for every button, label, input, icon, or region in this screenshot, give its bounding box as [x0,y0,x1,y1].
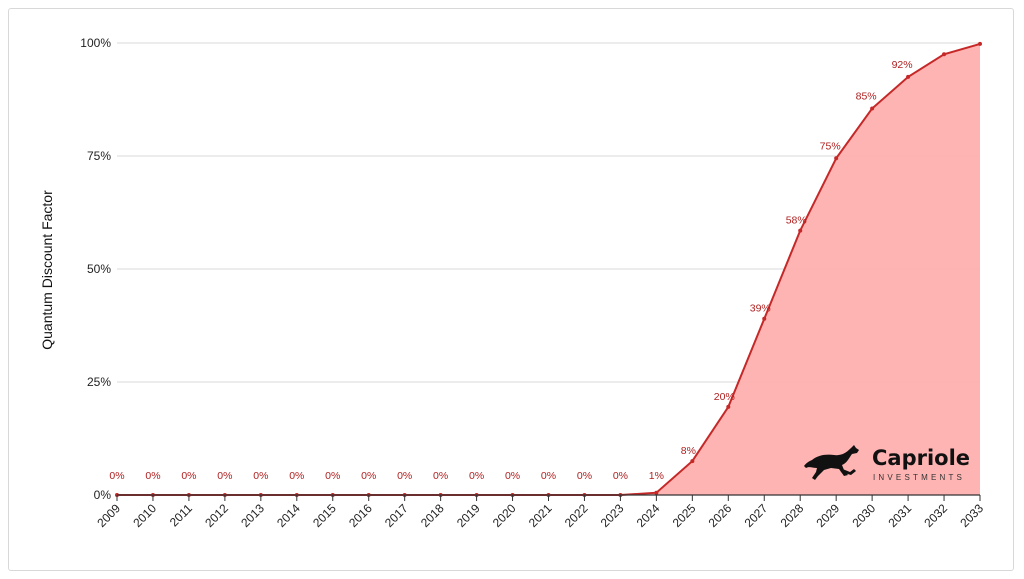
data-point [690,459,695,464]
x-tick-label: 2011 [167,501,195,529]
data-point [762,316,767,321]
data-label: 92% [892,59,913,71]
y-axis: 0% 25% 50% 75% 100% [80,36,111,502]
capriole-logo: Capriole INVESTMENTS [804,445,970,482]
x-tick-label: 2032 [921,501,950,530]
x-tick-label: 2026 [706,501,735,530]
x-tick-label: 2022 [562,501,591,530]
data-point [726,404,731,409]
data-label: 0% [469,470,484,482]
x-tick-label: 2024 [634,501,663,530]
x-tick-label: 2016 [346,501,375,530]
data-point [654,490,659,495]
data-point [834,156,839,161]
data-label: 75% [820,140,841,152]
horse-icon [804,445,859,480]
x-tick-label: 2015 [310,501,339,530]
y-tick-label: 0% [94,488,112,502]
data-label: 0% [541,470,556,482]
data-label: 0% [361,470,376,482]
data-point [906,74,911,79]
y-tick-label: 50% [87,262,111,276]
data-label: 0% [289,470,304,482]
data-label: 39% [750,303,771,315]
x-tick-label: 2023 [598,501,627,530]
x-tick-label: 2031 [885,501,914,530]
data-label: 0% [217,470,232,482]
x-tick-label: 2013 [238,501,267,530]
y-tick-label: 25% [87,375,111,389]
data-label: 85% [856,91,877,103]
x-tick-label: 2033 [957,501,986,530]
data-point [870,106,875,111]
data-label: 1% [649,470,664,482]
data-label: 0% [577,470,592,482]
data-label: 20% [714,391,735,403]
x-tick-label: 2009 [94,501,123,530]
data-label: 0% [613,470,628,482]
data-point [942,52,947,57]
y-axis-label: Quantum Discount Factor [39,190,55,350]
data-points [115,41,982,497]
x-tick-label: 2020 [490,501,519,530]
x-tick-label: 2021 [526,501,555,530]
x-tick-label: 2019 [454,501,483,530]
x-tick-label: 2027 [742,501,771,530]
area-fill [117,43,980,496]
data-label: 58% [786,215,807,227]
data-label: 0% [253,470,268,482]
x-tick-label: 2029 [814,501,843,530]
x-tick-label: 2010 [130,501,159,530]
data-label: 8% [681,445,696,457]
data-labels: 0% 0% 0% 0% 0% 0% 0% 0% 0% 0% 0% 0% 0% 0% 0% 1% 8% 20% 39%… [109,59,912,482]
x-tick-label: 2012 [202,501,231,530]
logo-subtitle: INVESTMENTS [873,473,965,482]
logo-name: Capriole [872,446,970,470]
data-label: 0% [181,470,196,482]
y-tick-label: 75% [87,149,111,163]
x-tick-label: 2018 [418,501,447,530]
data-label: 0% [433,470,448,482]
x-tick-label: 2014 [274,501,303,530]
data-label: 0% [325,470,340,482]
data-label: 0% [505,470,520,482]
y-tick-label: 100% [80,36,111,50]
x-axis: 2009 2010 2011 2012 2013 2014 2015 2016 2017 2018… [94,494,986,530]
data-label: 0% [145,470,160,482]
data-point [798,228,803,233]
data-point [978,41,982,46]
x-tick-label: 2025 [670,501,699,530]
x-tick-label: 2017 [382,501,411,530]
x-tick-label: 2030 [849,501,878,530]
data-label: 0% [397,470,412,482]
x-tick-label: 2028 [778,501,807,530]
data-label: 0% [109,470,124,482]
